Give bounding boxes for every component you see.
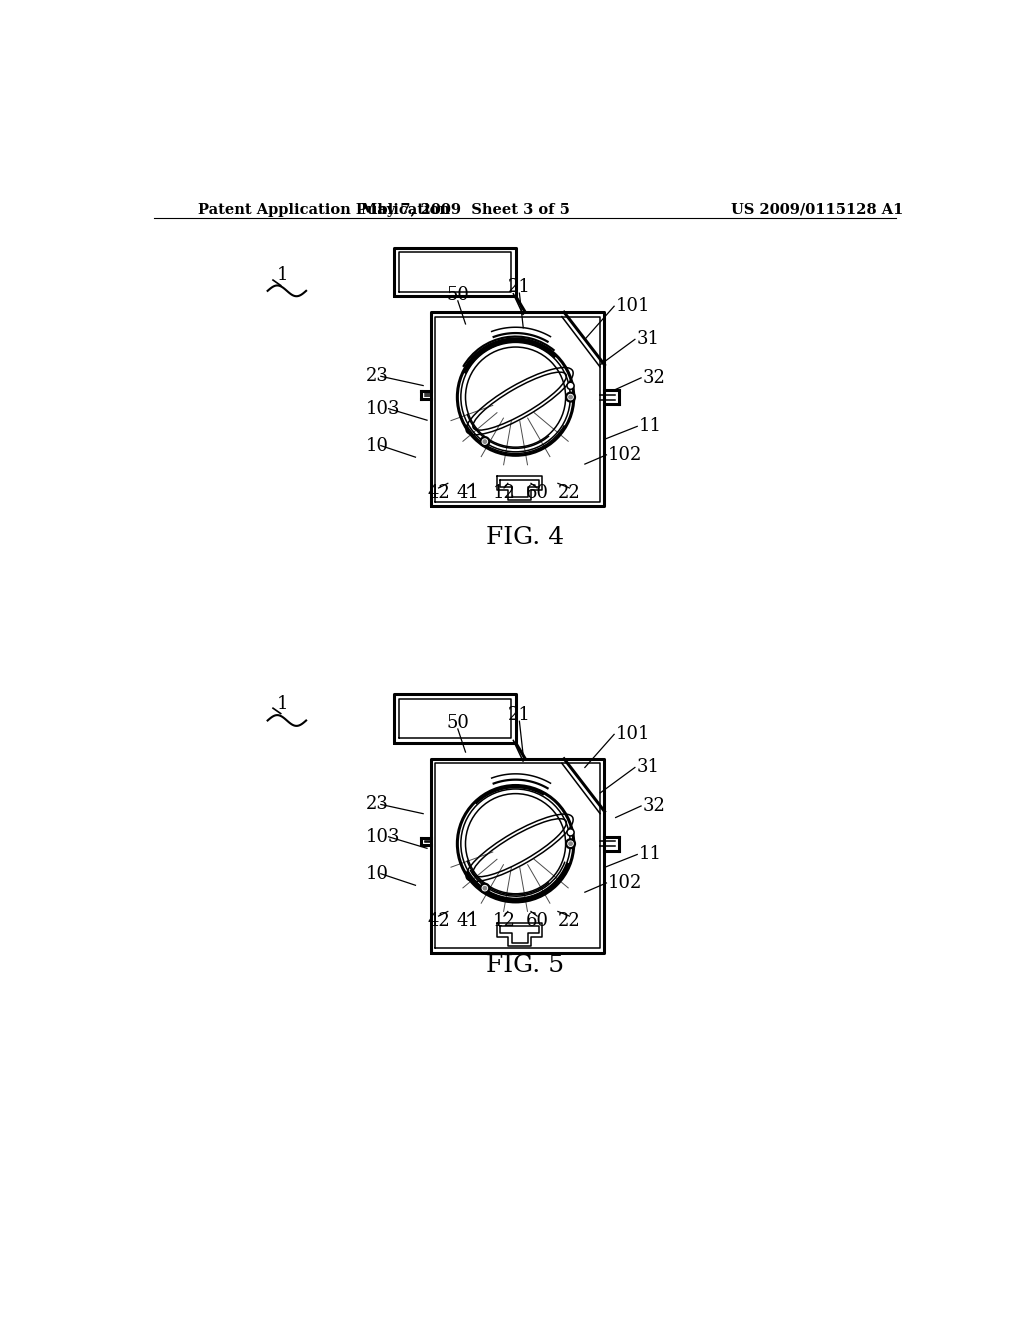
Text: 23: 23 (366, 367, 388, 385)
Text: 41: 41 (457, 912, 479, 931)
Text: 42: 42 (427, 912, 450, 931)
Text: 11: 11 (639, 417, 662, 436)
Circle shape (482, 886, 487, 891)
Text: 12: 12 (493, 912, 515, 931)
Text: Patent Application Publication: Patent Application Publication (199, 203, 451, 216)
Text: 32: 32 (643, 368, 666, 387)
Text: FIG. 5: FIG. 5 (485, 954, 564, 977)
Text: 1: 1 (276, 694, 289, 713)
Text: 10: 10 (366, 437, 388, 454)
Text: 22: 22 (558, 484, 581, 503)
Text: 31: 31 (637, 330, 659, 348)
Text: 60: 60 (525, 484, 549, 503)
Circle shape (567, 383, 574, 389)
Text: 103: 103 (366, 400, 400, 417)
Circle shape (568, 395, 573, 400)
Text: 102: 102 (608, 446, 642, 463)
Text: 101: 101 (615, 297, 650, 315)
Text: 50: 50 (446, 285, 469, 304)
Text: 101: 101 (615, 726, 650, 743)
Text: 32: 32 (643, 797, 666, 814)
Text: 50: 50 (446, 714, 469, 731)
Text: 60: 60 (525, 912, 549, 931)
Circle shape (566, 392, 575, 401)
Text: 31: 31 (637, 759, 659, 776)
Text: 21: 21 (508, 279, 530, 296)
Text: 102: 102 (608, 874, 642, 892)
Circle shape (480, 437, 489, 446)
Text: 10: 10 (366, 865, 388, 883)
Circle shape (480, 883, 489, 892)
Text: 22: 22 (558, 912, 581, 931)
Circle shape (568, 841, 573, 846)
Text: May 7, 2009  Sheet 3 of 5: May 7, 2009 Sheet 3 of 5 (361, 203, 570, 216)
Text: 11: 11 (639, 846, 662, 863)
Circle shape (566, 840, 575, 849)
Circle shape (482, 440, 487, 444)
Text: 103: 103 (366, 828, 400, 846)
Text: 42: 42 (427, 484, 450, 503)
Text: 12: 12 (493, 484, 515, 503)
Text: 21: 21 (508, 706, 530, 725)
Text: 23: 23 (366, 796, 388, 813)
Text: 41: 41 (457, 484, 479, 503)
Text: 1: 1 (276, 267, 289, 284)
Text: US 2009/0115128 A1: US 2009/0115128 A1 (731, 203, 903, 216)
Text: FIG. 4: FIG. 4 (485, 525, 564, 549)
Circle shape (567, 829, 574, 836)
